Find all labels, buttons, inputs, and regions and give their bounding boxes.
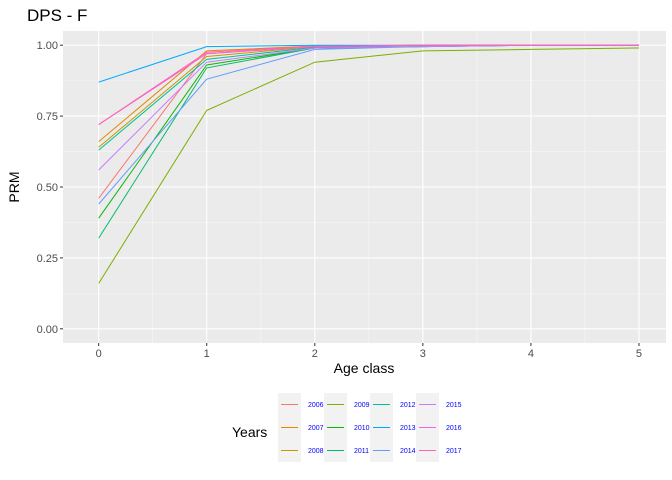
y-axis-title: PRM <box>6 171 22 202</box>
x-tick-label: 1 <box>204 348 210 360</box>
legend-items: 2006 2007 2008 2009 2010 2011 2012 2013 2014 2015… <box>278 393 462 462</box>
legend-label: 2015 <box>446 402 462 409</box>
legend-label: 2013 <box>400 425 416 432</box>
series-line-2009 <box>98 47 640 284</box>
legend-label: 2010 <box>354 425 370 432</box>
x-tick-label: 4 <box>528 348 534 360</box>
legend-title: Years <box>232 424 267 440</box>
legend-label: 2007 <box>308 425 324 432</box>
legend-label: 2006 <box>308 402 324 409</box>
series-lines <box>98 44 640 284</box>
series-line-2017 <box>98 44 639 126</box>
y-tick-label: 0.00 <box>37 324 58 336</box>
y-tick-label: 0.75 <box>37 111 58 123</box>
chart-title: DPS - F <box>27 6 87 25</box>
x-tick-label: 3 <box>420 348 426 360</box>
y-tick-label: 0.50 <box>37 182 58 194</box>
x-tick-label: 5 <box>636 348 642 360</box>
legend: Years 2006200720082009201020112012201320… <box>232 393 462 462</box>
legend-label: 2009 <box>354 402 370 409</box>
legend-label: 2014 <box>400 448 416 455</box>
y-tick-label: 1.00 <box>37 40 58 52</box>
x-axis: 0 1 2 3 4 5 <box>96 343 642 360</box>
y-tick-label: 0.25 <box>37 253 58 265</box>
legend-label: 2011 <box>354 448 369 455</box>
x-axis-title: Age class <box>334 360 395 376</box>
legend-label: 2016 <box>446 425 462 432</box>
legend-label: 2017 <box>446 448 462 455</box>
x-tick-label: 0 <box>96 348 102 360</box>
x-tick-label: 2 <box>312 348 318 360</box>
y-axis: 0.00 0.25 0.50 0.75 1.00 <box>37 40 63 336</box>
legend-label: 2008 <box>308 448 324 455</box>
legend-label: 2012 <box>400 402 416 409</box>
